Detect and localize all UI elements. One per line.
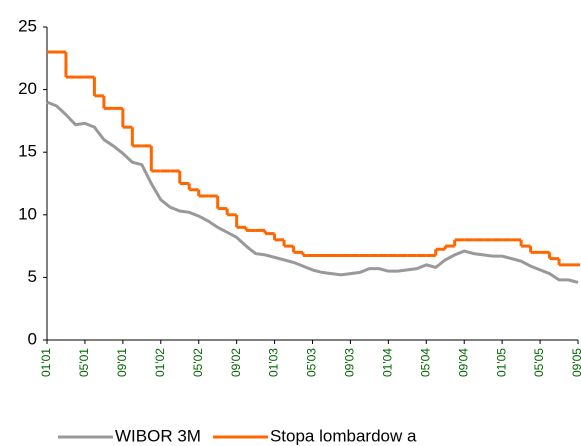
x-tick-label: 09'02 (229, 348, 243, 377)
x-tick-label: 01'01 (39, 348, 53, 377)
y-tick-label: 15 (18, 142, 37, 161)
legend-label: Stopa lombardow a (270, 426, 417, 445)
x-tick-label: 09'03 (343, 348, 357, 377)
legend-label: WIBOR 3M (115, 426, 201, 445)
y-tick-label: 0 (28, 329, 37, 348)
x-tick-label: 09'04 (456, 348, 470, 377)
x-tick-label: 05'03 (305, 348, 319, 377)
y-tick-label: 25 (18, 16, 37, 35)
x-tick-label: 01'03 (267, 348, 281, 377)
x-tick-label: 05'05 (532, 348, 546, 377)
x-tick-label: 05'01 (77, 348, 91, 377)
x-tick-label: 01'05 (494, 348, 508, 377)
x-tick-label: 01'02 (153, 348, 167, 377)
x-tick-label: 09'01 (115, 348, 129, 377)
y-tick-label: 10 (18, 204, 37, 223)
x-tick-label: 01'04 (381, 348, 395, 377)
y-tick-label: 20 (18, 79, 37, 98)
x-tick-label: 05'04 (418, 348, 432, 377)
line-series (46, 100, 579, 284)
x-tick-label: 09'05 (570, 348, 581, 377)
y-tick-label: 5 (28, 267, 37, 286)
x-tick-label: 05'02 (191, 348, 205, 377)
